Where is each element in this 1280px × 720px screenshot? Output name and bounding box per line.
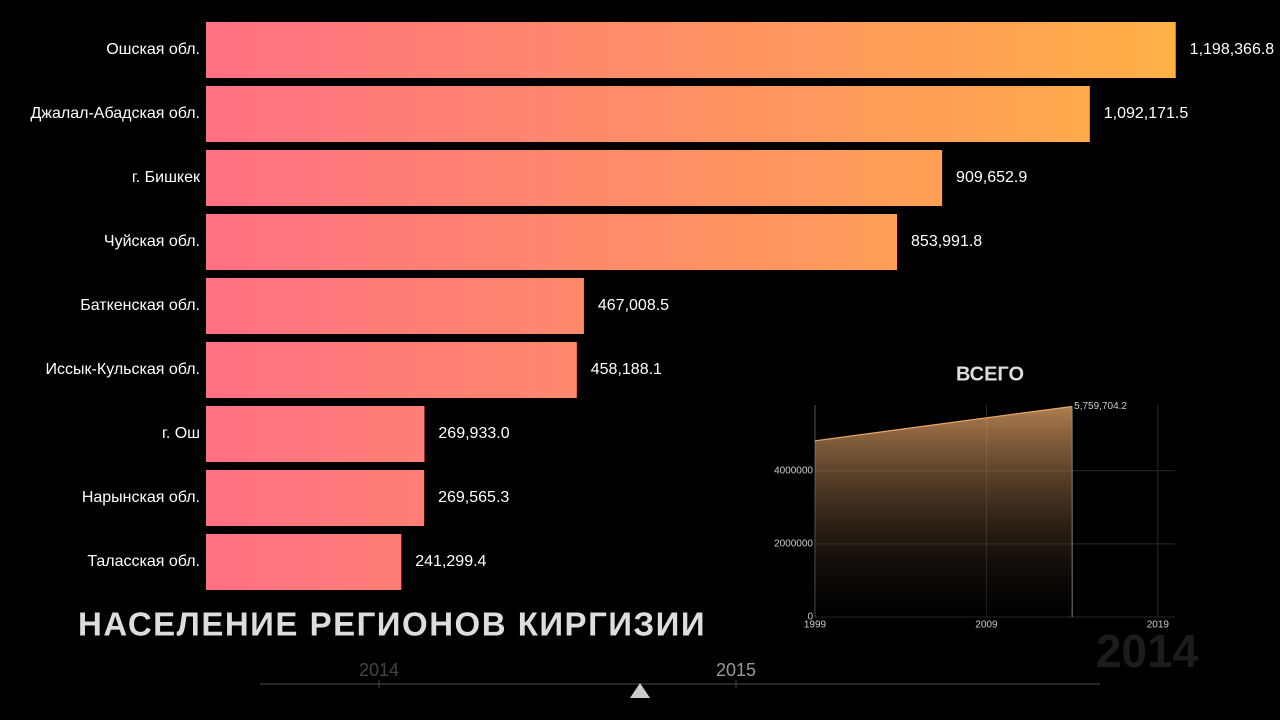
bar (206, 22, 1176, 78)
value-label: 1,092,171.5 (1104, 105, 1189, 122)
value-label: 269,933.0 (438, 425, 509, 442)
category-label: Баткенская обл. (80, 297, 200, 314)
year-label: 2014 (1096, 625, 1199, 677)
timeline-pointer (630, 683, 650, 698)
line (814, 405, 1073, 442)
bar (206, 214, 898, 270)
value-label: 241,299.4 (415, 553, 486, 570)
bar (206, 278, 584, 334)
value-label: 1,198,366.8 (1190, 41, 1275, 58)
category-label: Чуйская обл. (104, 233, 200, 250)
y-tick-label: 0 (807, 612, 813, 623)
value-label: 909,652.9 (956, 169, 1027, 186)
value-label: 458,188.1 (591, 361, 662, 378)
category-label: г. Ош (162, 425, 200, 442)
value-label: 5,759,704.2 (1074, 401, 1127, 412)
bar (206, 534, 402, 590)
bar (206, 470, 425, 526)
timeline-label: 2015 (716, 660, 756, 680)
x-tick-label: 2019 (1147, 620, 1170, 631)
inset-title: ВСЕГО (956, 363, 1024, 385)
category-label: г. Бишкек (132, 169, 201, 186)
category-label: Нарынская обл. (82, 489, 200, 506)
x-tick-label: 1999 (804, 620, 827, 631)
x-tick-label: 2009 (975, 620, 998, 631)
bar (206, 86, 1090, 142)
value-label: 853,991.8 (911, 233, 982, 250)
bar (206, 342, 577, 398)
category-label: Джалал-Абадская обл. (30, 105, 200, 122)
value-label: 467,008.5 (598, 297, 669, 314)
category-label: Ошская обл. (106, 41, 200, 58)
area (815, 406, 1073, 617)
timeline-label: 2014 (359, 660, 399, 680)
value-label: 269,565.3 (438, 489, 509, 506)
chart-title: НАСЕЛЕНИЕ РЕГИОНОВ КИРГИЗИИ (78, 606, 706, 643)
bar (206, 150, 943, 206)
category-label: Иссык-Кульская обл. (46, 361, 200, 378)
bar (206, 406, 425, 462)
y-tick-label: 4000000 (774, 465, 813, 476)
y-tick-label: 2000000 (774, 539, 813, 550)
category-label: Таласская обл. (87, 553, 200, 570)
